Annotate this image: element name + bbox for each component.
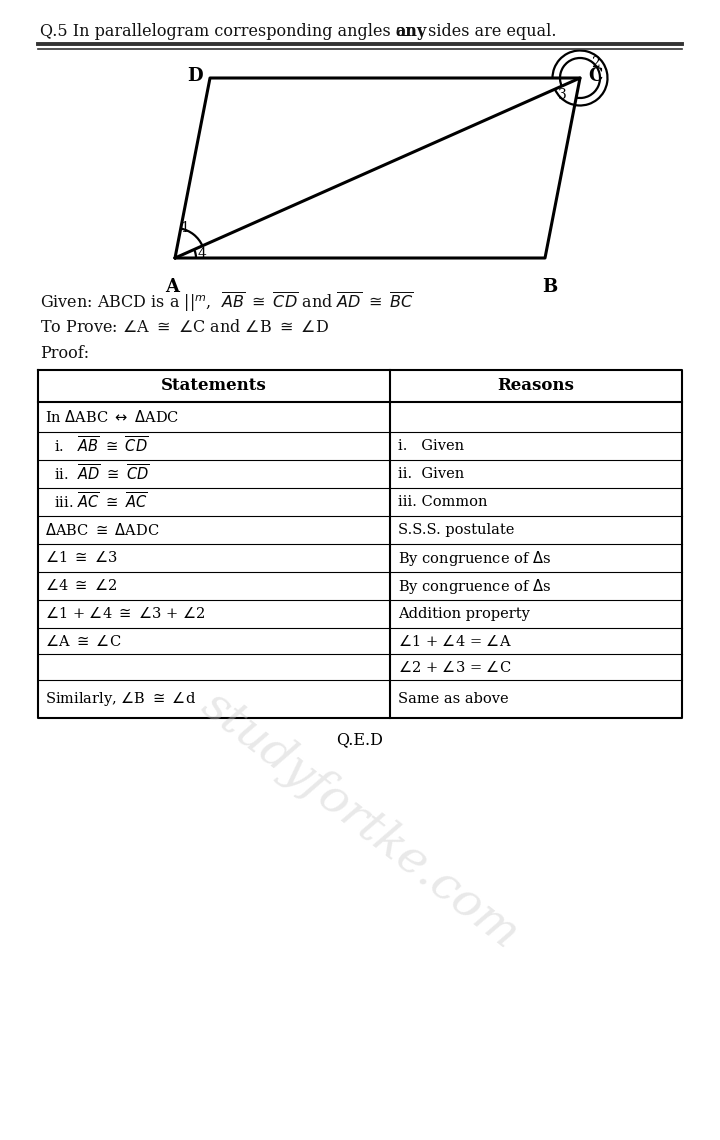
Text: $\angle$1 + $\angle$4 = $\angle$A: $\angle$1 + $\angle$4 = $\angle$A — [398, 634, 512, 649]
Text: $\angle$2 + $\angle$3 = $\angle$C: $\angle$2 + $\angle$3 = $\angle$C — [398, 660, 511, 675]
Text: $\angle$1 $\cong$ $\angle$3: $\angle$1 $\cong$ $\angle$3 — [45, 551, 118, 565]
Text: Same as above: Same as above — [398, 692, 508, 706]
Text: sides are equal.: sides are equal. — [423, 24, 557, 41]
Text: In $\Delta$ABC $\leftrightarrow$ $\Delta$ADC: In $\Delta$ABC $\leftrightarrow$ $\Delta… — [45, 409, 179, 425]
Text: iii. $\overline{AC}$ $\cong$ $\overline{AC}$: iii. $\overline{AC}$ $\cong$ $\overline{… — [45, 491, 148, 512]
Text: By congruence of $\Delta$s: By congruence of $\Delta$s — [398, 548, 552, 568]
Text: Reasons: Reasons — [498, 377, 575, 394]
Text: 3: 3 — [558, 88, 567, 103]
Text: 1: 1 — [181, 221, 189, 235]
Text: Proof:: Proof: — [40, 345, 89, 363]
Text: 4: 4 — [198, 247, 207, 261]
Text: Similarly, $\angle$B $\cong$ $\angle$d: Similarly, $\angle$B $\cong$ $\angle$d — [45, 690, 196, 708]
Text: $\angle$A $\cong$ $\angle$C: $\angle$A $\cong$ $\angle$C — [45, 634, 122, 649]
Text: D: D — [187, 67, 203, 86]
Text: ii.  $\overline{AD}$ $\cong$ $\overline{CD}$: ii. $\overline{AD}$ $\cong$ $\overline{C… — [45, 464, 150, 484]
Text: Addition property: Addition property — [398, 606, 530, 621]
Text: iii. Common: iii. Common — [398, 495, 487, 508]
Text: Q.5 In parallelogram corresponding angles on: Q.5 In parallelogram corresponding angle… — [40, 24, 421, 41]
Text: S.S.S. postulate: S.S.S. postulate — [398, 523, 514, 537]
Text: Statements: Statements — [161, 377, 267, 394]
Text: ii.  Given: ii. Given — [398, 467, 464, 481]
Text: B: B — [542, 278, 557, 296]
Text: i.   Given: i. Given — [398, 439, 464, 453]
Text: Given: ABCD is a ||$^m$,  $\overline{AB}$ $\cong$ $\overline{CD}$ and $\overline: Given: ABCD is a ||$^m$, $\overline{AB}$… — [40, 290, 414, 314]
Text: studyfortke.com: studyfortke.com — [192, 682, 528, 959]
Text: To Prove: $\angle$A $\cong$ $\angle$C and $\angle$B $\cong$ $\angle$D: To Prove: $\angle$A $\cong$ $\angle$C an… — [40, 319, 329, 336]
Text: By congruence of $\Delta$s: By congruence of $\Delta$s — [398, 577, 552, 595]
Text: 2: 2 — [591, 56, 600, 70]
Text: any: any — [395, 24, 426, 41]
Text: $\angle$4 $\cong$ $\angle$2: $\angle$4 $\cong$ $\angle$2 — [45, 578, 117, 594]
Text: A: A — [165, 278, 179, 296]
Text: $\angle$1 + $\angle$4 $\cong$ $\angle$3 + $\angle$2: $\angle$1 + $\angle$4 $\cong$ $\angle$3 … — [45, 606, 206, 621]
Text: C: C — [588, 67, 602, 86]
Text: $\Delta$ABC $\cong$ $\Delta$ADC: $\Delta$ABC $\cong$ $\Delta$ADC — [45, 522, 159, 538]
Text: i.   $\overline{AB}$ $\cong$ $\overline{CD}$: i. $\overline{AB}$ $\cong$ $\overline{CD… — [45, 435, 148, 456]
Text: Q.E.D: Q.E.D — [336, 732, 384, 749]
